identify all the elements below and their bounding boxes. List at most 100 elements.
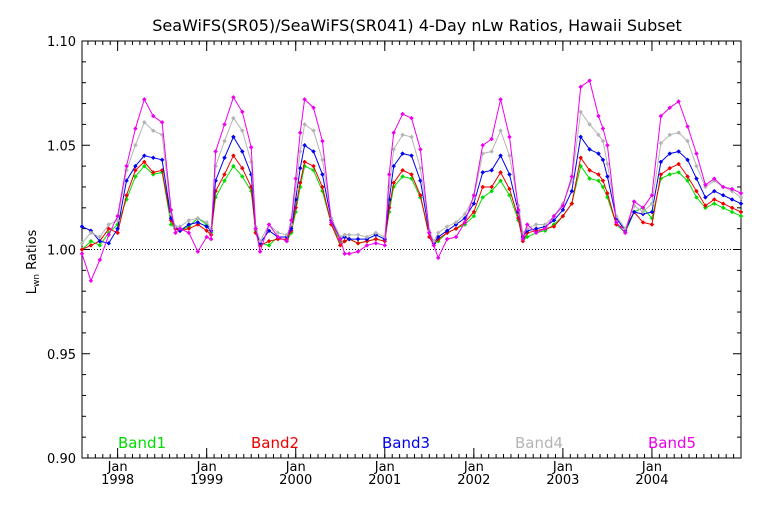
data-point-band3 — [311, 149, 316, 154]
data-point-band4 — [542, 222, 548, 227]
data-point-band4 — [738, 195, 744, 200]
data-point-band3 — [320, 172, 325, 177]
data-point-band5 — [409, 115, 414, 121]
data-point-band4 — [409, 134, 414, 140]
data-point-band3 — [685, 157, 690, 163]
data-point-band3 — [729, 197, 735, 202]
data-point-band4 — [507, 153, 512, 159]
data-point-band5 — [560, 203, 566, 209]
data-point-band3 — [159, 157, 165, 163]
data-point-band1 — [676, 170, 682, 175]
data-point-band1 — [400, 174, 405, 179]
data-point-band2 — [150, 170, 156, 175]
data-point-band4 — [239, 128, 245, 134]
data-point-band2 — [204, 228, 210, 234]
x-tick-label-year: 2000 — [279, 473, 312, 488]
data-point-band5 — [302, 97, 307, 102]
data-point-band4 — [587, 122, 592, 127]
data-point-band1 — [320, 188, 325, 194]
data-point-band5 — [649, 192, 655, 198]
data-point-band5 — [605, 142, 610, 148]
data-point-band5 — [418, 147, 423, 152]
legend-entry-band3: Band3 — [382, 434, 430, 452]
data-point-band5 — [297, 130, 303, 136]
data-point-band5 — [596, 113, 601, 119]
data-point-band2 — [391, 180, 397, 186]
data-point-band5 — [231, 94, 236, 100]
y-axis-label-main: L — [25, 286, 40, 294]
data-point-band4 — [498, 128, 503, 134]
data-point-band5 — [600, 126, 606, 131]
x-tick-label-year: 2004 — [635, 473, 668, 488]
data-point-band2 — [507, 186, 512, 192]
data-point-band2 — [720, 201, 726, 206]
x-tick-label-month: Jan — [552, 460, 573, 475]
data-point-band3 — [480, 170, 486, 175]
data-point-band1 — [711, 201, 717, 206]
data-point-band3 — [391, 163, 397, 169]
data-point-band4 — [150, 128, 156, 134]
data-point-band5 — [186, 230, 192, 236]
data-point-band2 — [222, 172, 227, 177]
data-point-band5 — [328, 220, 334, 225]
data-point-band1 — [729, 209, 735, 215]
data-point-band5 — [342, 251, 348, 257]
data-point-band4 — [480, 151, 486, 156]
data-point-band2 — [342, 238, 348, 244]
legend-entry-band2: Band2 — [251, 434, 299, 452]
data-point-band1 — [694, 195, 699, 200]
data-point-band2 — [694, 188, 699, 194]
data-point-band3 — [676, 149, 682, 154]
data-point-band4 — [213, 163, 218, 169]
legend-entry-band1: Band1 — [118, 434, 166, 452]
data-point-band4 — [596, 132, 601, 138]
data-point-band5 — [173, 230, 178, 236]
data-point-band5 — [471, 192, 477, 198]
x-tick-label-month: Jan — [641, 460, 662, 475]
data-point-band5 — [542, 226, 548, 232]
data-point-band4 — [382, 234, 388, 240]
data-point-band1 — [649, 215, 655, 221]
data-point-band5 — [239, 109, 245, 115]
data-point-band3 — [551, 217, 557, 223]
data-point-band4 — [186, 217, 192, 223]
data-point-band5 — [711, 176, 717, 181]
data-point-band4 — [204, 220, 210, 225]
data-point-band3 — [106, 240, 112, 246]
data-point-band2 — [141, 159, 147, 165]
data-point-band3 — [738, 201, 744, 206]
data-point-band4 — [444, 224, 450, 229]
data-point-band5 — [694, 151, 699, 156]
x-tick-label-year: 1998 — [101, 473, 134, 488]
data-point-band5 — [520, 236, 526, 242]
data-point-band1 — [480, 195, 486, 200]
data-point-band3 — [703, 195, 708, 200]
data-point-band1 — [141, 163, 147, 169]
data-point-band5 — [213, 149, 218, 154]
data-point-band2 — [489, 184, 495, 190]
data-point-band4 — [391, 147, 397, 152]
data-point-band5 — [738, 190, 744, 196]
data-point-band4 — [248, 159, 254, 165]
data-point-band5 — [524, 222, 530, 227]
data-point-band2 — [302, 159, 307, 165]
data-point-band5 — [79, 251, 85, 257]
chart-title: SeaWiFS(SR05)/SeaWiFS(SR041) 4-Day nLw R… — [152, 16, 682, 35]
data-point-band5 — [257, 249, 263, 254]
data-point-band5 — [208, 236, 214, 242]
data-point-band5 — [685, 124, 690, 129]
data-point-band5 — [141, 97, 147, 102]
data-point-band1 — [88, 238, 94, 244]
data-point-band5 — [275, 234, 281, 240]
x-tick-label-month: Jan — [107, 460, 128, 475]
data-point-band4 — [311, 128, 316, 134]
y-tick-label: 1.05 — [47, 139, 76, 154]
data-point-band2 — [711, 197, 717, 202]
data-point-band5 — [382, 242, 388, 248]
data-point-band5 — [640, 205, 646, 211]
data-point-band2 — [88, 242, 94, 248]
data-point-band3 — [150, 155, 156, 161]
data-point-band5 — [346, 251, 352, 257]
data-point-band2 — [685, 174, 690, 179]
